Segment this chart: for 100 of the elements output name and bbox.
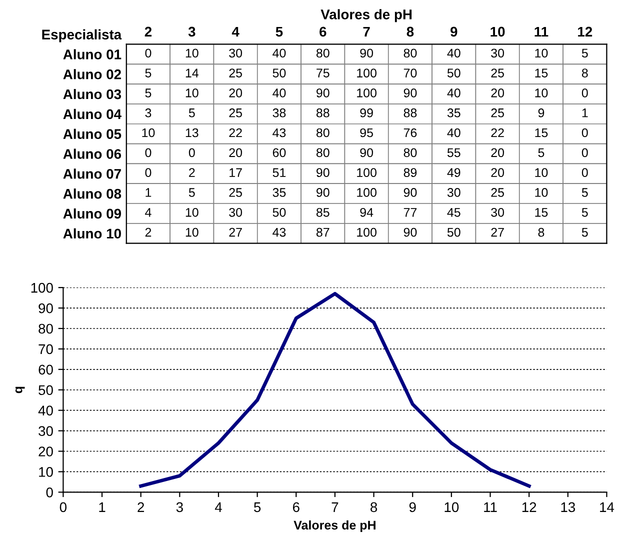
data-label: 10 bbox=[535, 188, 548, 197]
data-label: 50 bbox=[447, 68, 460, 78]
data-label: 50 bbox=[447, 228, 460, 237]
data-label: 80 bbox=[316, 148, 330, 158]
x-tick-label: 8 bbox=[370, 502, 378, 512]
data-label: 27 bbox=[229, 228, 242, 237]
data-label: 10 bbox=[535, 48, 548, 58]
x-tick-label: 4 bbox=[232, 26, 240, 36]
data-label: 75 bbox=[316, 68, 330, 78]
data-label: 5 bbox=[582, 228, 588, 237]
data-label: 5 bbox=[538, 148, 544, 158]
data-label: 95 bbox=[360, 128, 373, 138]
data-label: 8 bbox=[538, 228, 544, 237]
data-label: 3 bbox=[145, 108, 152, 118]
data-label: 51 bbox=[272, 168, 286, 177]
data-label: 5 bbox=[582, 188, 588, 197]
x-tick-label: 11 bbox=[534, 26, 548, 36]
y-tick-label: 10 bbox=[39, 467, 53, 477]
data-label: 14 bbox=[186, 68, 198, 78]
data-label: 0 bbox=[145, 168, 152, 177]
data-label: 5 bbox=[188, 108, 195, 118]
data-label: 10 bbox=[535, 88, 548, 98]
data-label: 90 bbox=[360, 48, 374, 58]
data-label: 8 bbox=[582, 68, 588, 78]
data-label: 5 bbox=[145, 88, 152, 98]
data-label: 77 bbox=[404, 208, 417, 217]
x-tick-label: 5 bbox=[276, 26, 283, 37]
data-label: 90 bbox=[316, 88, 330, 98]
data-label: 70 bbox=[404, 68, 417, 78]
data-label: 20 bbox=[491, 148, 504, 158]
y-tick-label: Aluno 06 bbox=[63, 148, 122, 159]
data-label: 88 bbox=[316, 108, 330, 118]
x-tick-label: 3 bbox=[188, 26, 196, 37]
y-tick-label: Aluno 01 bbox=[63, 49, 122, 60]
x-tick-label: 7 bbox=[363, 26, 370, 36]
data-label: 60 bbox=[272, 148, 286, 158]
data-label: 5 bbox=[582, 208, 588, 217]
x-tick-label: 11 bbox=[484, 502, 497, 512]
data-label: 4 bbox=[145, 208, 152, 217]
data-label: 25 bbox=[491, 188, 504, 197]
data-label: 76 bbox=[404, 128, 417, 138]
data-label: 15 bbox=[535, 208, 548, 217]
data-label: 55 bbox=[447, 148, 460, 158]
data-label: 80 bbox=[404, 48, 417, 58]
data-label: 30 bbox=[447, 188, 460, 197]
x-tick-label: 13 bbox=[561, 502, 576, 512]
data-label: 90 bbox=[404, 228, 417, 237]
data-label: 5 bbox=[188, 188, 195, 197]
data-label: 22 bbox=[491, 128, 504, 138]
data-label: 0 bbox=[582, 88, 588, 98]
x-tick-label: 10 bbox=[490, 26, 505, 37]
data-label: 100 bbox=[357, 68, 376, 78]
data-label: 25 bbox=[229, 68, 242, 78]
data-label: 1 bbox=[146, 188, 152, 197]
data-label: 20 bbox=[491, 168, 504, 177]
y-axis-title: q bbox=[15, 386, 25, 394]
data-label: 20 bbox=[491, 88, 504, 98]
data-label: 5 bbox=[582, 48, 588, 58]
data-label: 27 bbox=[491, 228, 504, 237]
y-tick-label: 70 bbox=[38, 344, 53, 354]
data-label: 0 bbox=[145, 148, 152, 158]
y-tick-label: 90 bbox=[38, 303, 53, 314]
data-label: 30 bbox=[229, 48, 242, 58]
data-label: 25 bbox=[229, 188, 242, 197]
y-tick-label: 50 bbox=[38, 385, 53, 396]
data-label: 0 bbox=[145, 48, 152, 58]
x-tick-label: 2 bbox=[144, 26, 152, 36]
data-label: 90 bbox=[404, 188, 417, 197]
x-tick-label: 6 bbox=[320, 26, 326, 37]
y-tick-label: 80 bbox=[38, 324, 53, 334]
data-label: 88 bbox=[404, 108, 417, 118]
data-label: 43 bbox=[272, 228, 286, 237]
data-label: 25 bbox=[229, 108, 242, 118]
data-label: 80 bbox=[404, 148, 417, 158]
data-label: 15 bbox=[535, 128, 548, 138]
data-label: 1 bbox=[582, 108, 588, 118]
line-series bbox=[139, 292, 531, 488]
data-label: 0 bbox=[582, 168, 588, 177]
x-tick-label: 14 bbox=[600, 502, 614, 512]
data-label: 40 bbox=[447, 88, 460, 98]
x-tick-label: 2 bbox=[138, 502, 144, 512]
data-label: 25 bbox=[491, 68, 504, 78]
data-label: 85 bbox=[316, 208, 330, 217]
data-label: 99 bbox=[360, 108, 373, 118]
y-tick-label: Aluno 05 bbox=[63, 128, 122, 139]
data-label: 49 bbox=[447, 168, 460, 177]
data-label: 100 bbox=[357, 88, 376, 98]
data-label: 22 bbox=[229, 128, 242, 138]
y-tick-label: Aluno 04 bbox=[63, 108, 122, 120]
data-label: 80 bbox=[316, 128, 330, 138]
x-tick-label: 1 bbox=[99, 502, 106, 512]
data-label: 20 bbox=[229, 88, 242, 98]
data-label: 30 bbox=[229, 208, 242, 217]
data-label: 10 bbox=[142, 128, 155, 138]
data-label: 43 bbox=[272, 128, 286, 138]
data-label: 0 bbox=[188, 148, 195, 158]
data-label: 90 bbox=[316, 168, 330, 177]
data-label: 35 bbox=[272, 188, 286, 197]
data-label: 30 bbox=[491, 208, 504, 217]
y-tick-label: 30 bbox=[38, 426, 53, 436]
